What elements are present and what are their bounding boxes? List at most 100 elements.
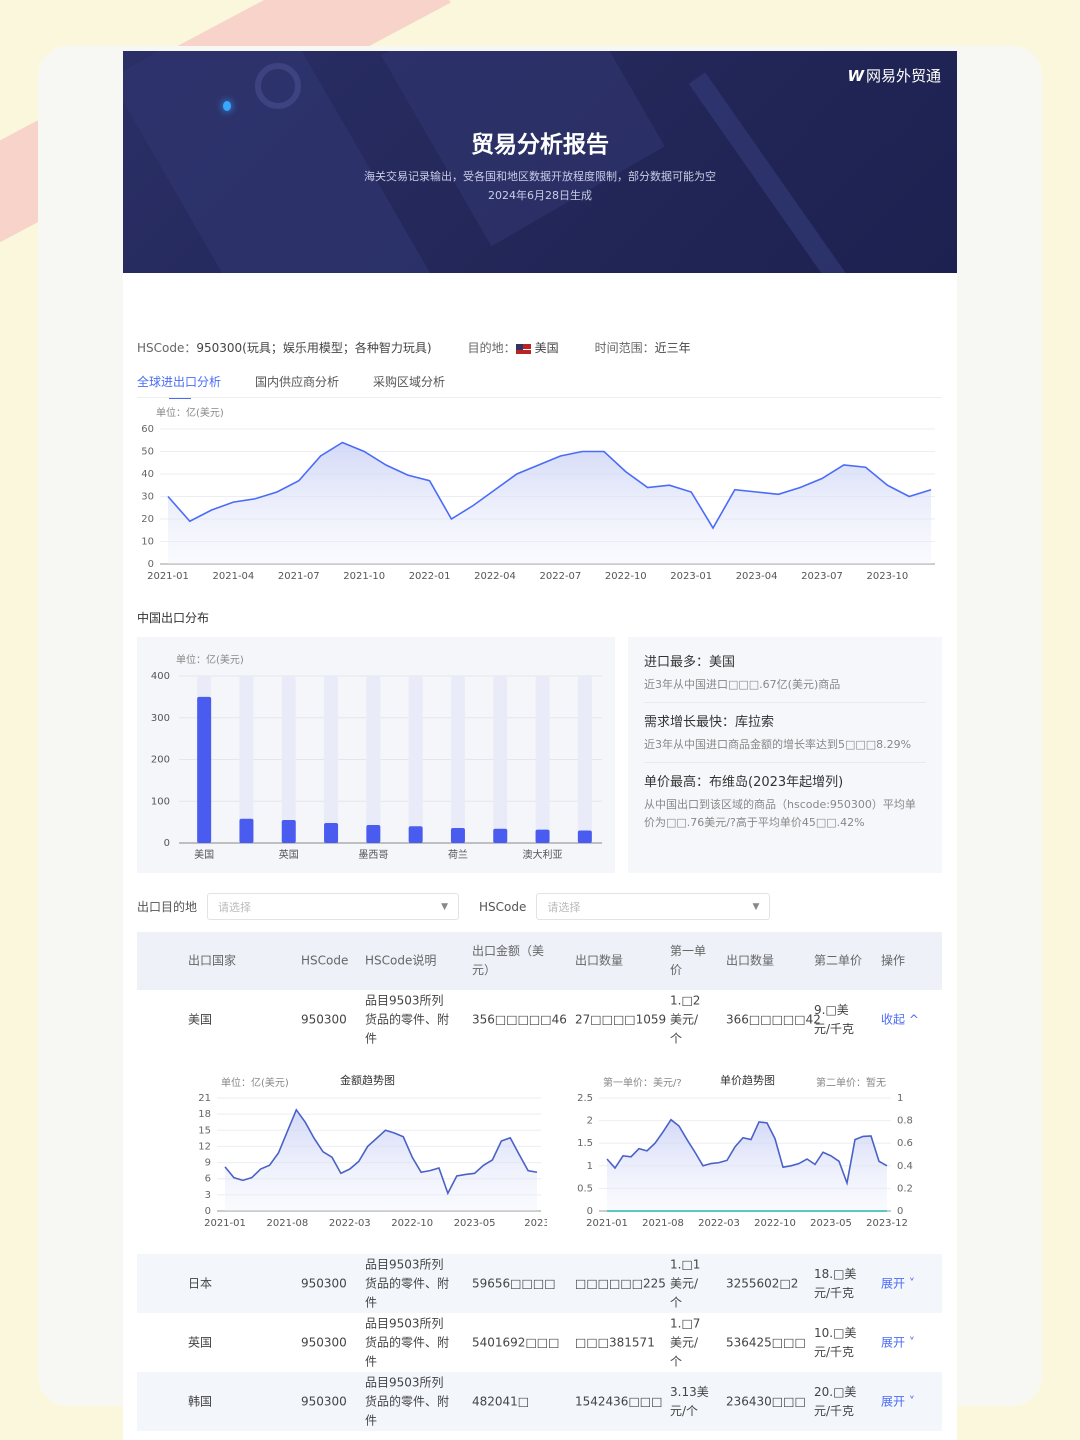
series-line [224,1108,538,1196]
logo-mark-icon: W [847,66,863,85]
bar [281,820,296,843]
bar [197,696,212,843]
y-tick-label: 15 [198,1125,211,1136]
cell-hscode: 950300 [301,1012,347,1026]
export-distribution-panel: 单位：亿(美元) 0 100 200 300 400 美国 英国 墨西哥 荷兰 澳大利亚 [137,637,615,873]
amount-trend-chart: 0 3 6 9 12 15 18 21 2021-01 2021-08 2022-03 2022-10… [198,1093,547,1229]
dest-select[interactable]: 请选择 ▼ [207,893,460,920]
header-qty2: 出口数量 [726,953,775,968]
y-tick-label: 10 [141,537,154,548]
series-area [168,442,931,564]
y-tick-label: 40 [141,469,154,480]
y-tick-label: 200 [151,755,170,766]
page-title: 贸易分析报告 [471,132,609,158]
price-chart-title: 单价趋势图 [720,1074,775,1087]
toggle-row-button[interactable]: 展开 ˅ [881,1335,915,1349]
y-tick-label: 60 [141,424,154,435]
x-tick-label: 2023-05 [454,1218,496,1229]
x-tick-label: 2021-01 [204,1218,246,1229]
cell-amount: 356□□□□□46 [472,1012,567,1026]
cell-country: 英国 [188,1335,213,1349]
y2-tick-label: 0.6 [897,1138,913,1149]
main-chart-unit: 单位：亿(美元) [156,408,224,419]
x-tick-label: 2022-07 [540,571,582,582]
series-area [607,1119,887,1211]
y-tick-label: 2 [587,1116,593,1127]
x-tick-label: 2023-01 [670,571,712,582]
header-price2: 第二单价 [814,953,863,968]
bar-background [535,676,550,843]
x-tick-label: 2022-10 [754,1218,796,1229]
insights-panel: 进口最多：美国 近3年从中国进口□□□.67亿(美元)商品 需求增长最快：库拉索近… [628,637,942,873]
toggle-row-button[interactable]: 展开 ˅ [881,1276,915,1290]
header-amount: 出口金额（美元） [472,944,545,977]
y-tick-label: 0.5 [577,1183,593,1194]
y-tick-label: 0 [148,559,154,570]
cell-qty2: 366□□□□□42 [726,1012,821,1026]
bar [450,827,465,843]
banner-subtitle: 海关交易记录输出，受各国和地区数据开放程度限制，部分数据可能为空 [364,170,716,183]
x-tick-label: 澳大利亚 [523,848,563,861]
cell-amount: 59656□□□□ [472,1276,556,1290]
y-tick-label: 1 [587,1161,593,1172]
tab-suppliers[interactable]: 国内供应商分析 [255,375,340,389]
y2-tick-label: 0.4 [897,1161,913,1172]
toggle-row-button[interactable]: 收起 ^ [881,1012,919,1026]
header-action: 操作 [881,953,906,968]
x-tick-label: 2021-07 [278,571,320,582]
cell-price1: 1.□1美元/个 [670,1257,701,1309]
insight-highest-price: 单价最高：布维岛(2023年起增列) 从中国出口到该区域的商品（hscode:95… [644,775,916,829]
cell-price1: 3.13美元/个 [670,1384,709,1418]
cell-desc: 品目9503所列货品的零件、附件 [365,1375,450,1427]
hscode-filter-label: HSCode [479,899,527,914]
caret-down-icon: ▼ [441,901,449,912]
x-tick-label: 2021-01 [147,571,189,582]
import-trend-chart: 0 10 20 30 40 50 60 2021-01 2021-04 2021-07 2021-1… [141,424,935,582]
tab-regions[interactable]: 采购区域分析 [373,375,446,389]
cell-price1: 1.□2美元/个 [670,993,701,1045]
y-tick-label: 50 [141,447,154,458]
cell-desc: 品目9503所列货品的零件、附件 [365,1257,450,1309]
price-chart-right-label: 第二单价：暂无 [816,1078,886,1089]
cell-hscode: 950300 [301,1394,347,1408]
y2-tick-label: 0 [897,1206,903,1217]
cell-price2: 20.□美元/千克 [814,1384,857,1418]
cell-qty1: 27□□□□1059 [575,1012,667,1026]
toggle-row-button[interactable]: 展开 ˅ [881,1394,915,1408]
x-tick-label: 2021-10 [343,571,385,582]
hscode-select[interactable]: 请选择 ▼ [536,893,771,920]
magnifier-illustration [255,63,301,109]
cell-hscode: 950300 [301,1335,347,1349]
bar-background [450,676,465,843]
bar-background [493,676,508,843]
y2-tick-label: 1 [897,1093,903,1104]
y-tick-label: 400 [151,671,170,682]
cell-price2: 18.□美元/千克 [814,1266,857,1300]
cell-amount: 482041□ [472,1394,530,1408]
filters-bar: 出口目的地 请选择 ▼ HSCode 请选择 ▼ [137,893,771,920]
header-price1: 第一单价 [670,944,707,977]
x-tick-label: 2023-12 [866,1218,908,1229]
cell-price1: 1.□7美元/个 [670,1316,701,1368]
tab-divider [137,397,942,398]
expanded-row-charts: 单位：亿(美元) 金额趋势图 第一单价：美元/? 单价趋势图 第二单价：暂无 0… [137,1072,942,1242]
cell-country: 韩国 [188,1394,213,1408]
bar-background [408,676,423,843]
cell-hscode: 950300 [301,1276,347,1290]
series-area [225,1109,537,1211]
tab-global[interactable]: 全球进出口分析 [137,373,221,399]
insight-top-importer: 进口最多：美国 近3年从中国进口□□□.67亿(美元)商品 [644,651,926,703]
range-meta: 时间范围：近三年 [594,341,691,355]
bar [493,828,508,843]
bar [239,818,254,843]
generated-date: 2024年6月28日生成 [488,189,592,202]
destination-meta: 目的地： 美国 [467,341,559,355]
y-tick-label: 30 [141,492,154,503]
analysis-tabs: 全球进出口分析 国内供应商分析 采购区域分析 [137,373,446,399]
x-tick-label: 2021-04 [213,571,255,582]
cell-desc: 品目9503所列货品的零件、附件 [365,993,450,1045]
y-tick-label: 1.5 [577,1138,593,1149]
header-hscode: HSCode [301,953,349,968]
y-tick-label: 100 [151,796,170,807]
x-tick-label: 2022-04 [474,571,516,582]
